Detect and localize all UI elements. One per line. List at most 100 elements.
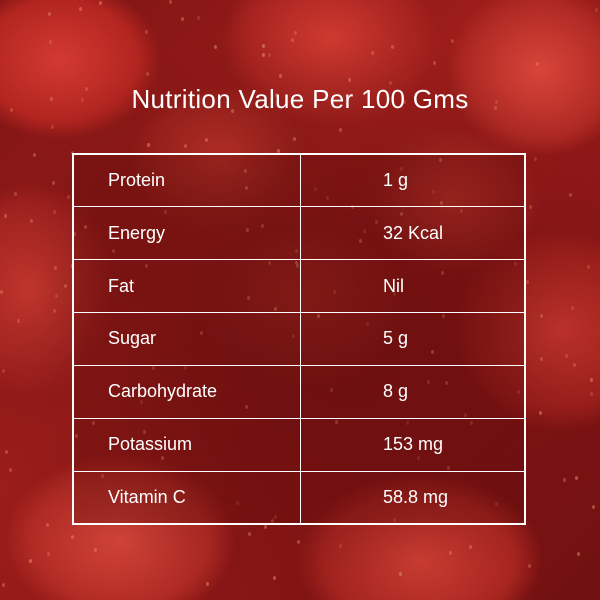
strawberry-seed: [51, 125, 54, 129]
page-title: Nutrition Value Per 100 Gms: [131, 84, 469, 114]
table-row: Vitamin C 58.8 mg: [74, 470, 524, 523]
strawberry-seed: [14, 192, 17, 196]
strawberry-seed: [48, 12, 51, 16]
strawberry-seed: [495, 100, 498, 104]
strawberry-seed: [64, 284, 67, 288]
strawberry-seed: [146, 72, 149, 76]
strawberry-seed: [67, 195, 70, 199]
table-row: Protein 1 g: [74, 155, 524, 208]
strawberry-seed: [145, 30, 148, 34]
strawberry-seed: [293, 137, 296, 141]
strawberry-seed: [4, 214, 7, 218]
strawberry-seed: [297, 540, 300, 544]
strawberry-seed: [214, 45, 217, 49]
strawberry-seed: [571, 306, 574, 310]
nutrient-name: Potassium: [74, 417, 301, 472]
strawberry-seed: [526, 280, 529, 284]
strawberry-seed: [17, 319, 20, 323]
strawberry-seed: [184, 144, 187, 148]
strawberry-seed: [528, 564, 531, 568]
strawberry-seed: [294, 31, 297, 35]
table-row: Sugar 5 g: [74, 312, 524, 366]
strawberry-seed: [54, 266, 57, 270]
strawberry-seed: [0, 290, 3, 294]
strawberry-seed: [248, 532, 251, 536]
strawberry-seed: [348, 78, 351, 82]
strawberry-seed: [534, 157, 537, 161]
strawberry-seed: [389, 81, 392, 85]
strawberry-seed: [451, 39, 454, 43]
strawberry-seed: [279, 74, 282, 78]
strawberry-seed: [81, 98, 84, 102]
strawberry-seed: [55, 294, 58, 298]
strawberry-seed: [50, 97, 53, 101]
nutrient-name: Energy: [74, 206, 301, 261]
table-row: Potassium 153 mg: [74, 417, 524, 472]
strawberry-seed: [94, 548, 97, 552]
strawberry-seed: [205, 138, 208, 142]
strawberry-seed: [569, 193, 572, 197]
nutrition-table: Protein 1 g Energy 32 Kcal Fat Nil Sugar…: [74, 155, 524, 523]
strawberry-seed: [469, 545, 472, 549]
strawberry-seed: [268, 53, 271, 57]
strawberry-seed: [587, 265, 590, 269]
strawberry-seed: [573, 363, 576, 367]
strawberry-seed: [590, 392, 593, 396]
strawberry-seed: [264, 525, 267, 529]
strawberry-seed: [592, 505, 595, 509]
strawberry-seed: [403, 100, 406, 104]
strawberry-seed: [49, 40, 52, 44]
nutrient-name: Vitamin C: [74, 470, 301, 523]
table-row: Fat Nil: [74, 259, 524, 314]
strawberry-seed: [339, 128, 342, 132]
table-row: Carbohydrate 8 g: [74, 364, 524, 419]
strawberry-seed: [47, 552, 50, 556]
strawberry-seed: [399, 572, 402, 576]
strawberry-seed: [540, 357, 543, 361]
strawberry-seed: [2, 583, 5, 587]
strawberry-seed: [563, 478, 566, 482]
strawberry-seed: [52, 181, 55, 185]
strawberry-seed: [85, 87, 88, 91]
strawberry-seed: [5, 450, 8, 454]
strawberry-seed: [539, 411, 542, 415]
strawberry-seed: [536, 62, 539, 66]
nutrient-value: 5 g: [300, 312, 524, 366]
strawberry-seed: [339, 544, 342, 548]
nutrient-value: 153 mg: [300, 417, 524, 472]
strawberry-seed: [147, 143, 150, 147]
strawberry-seed: [2, 369, 5, 373]
strawberry-seed: [595, 8, 598, 12]
strawberry-seed: [181, 17, 184, 21]
strawberry-seed: [30, 219, 33, 223]
strawberry-seed: [79, 7, 82, 11]
strawberry-seed: [206, 582, 209, 586]
strawberry-seed: [29, 559, 32, 563]
strawberry-seed: [273, 576, 276, 580]
nutrient-value: 32 Kcal: [300, 206, 524, 261]
strawberry-seed: [529, 205, 532, 209]
nutrient-name: Carbohydrate: [74, 364, 301, 419]
strawberry-seed: [9, 468, 12, 472]
strawberry-seed: [46, 523, 49, 527]
strawberry-seed: [197, 16, 200, 20]
nutrient-name: Fat: [74, 259, 301, 314]
strawberry-seed: [565, 354, 568, 358]
nutrition-table-container: Protein 1 g Energy 32 Kcal Fat Nil Sugar…: [72, 153, 526, 525]
strawberry-seed: [53, 210, 56, 214]
strawberry-seed: [262, 53, 265, 57]
strawberry-seed: [577, 552, 580, 556]
strawberry-seed: [449, 551, 452, 555]
strawberry-seed: [590, 378, 593, 382]
nutrient-value: 1 g: [300, 155, 524, 208]
nutrient-name: Protein: [74, 155, 301, 208]
strawberry-seed: [262, 44, 265, 48]
strawberry-seed: [277, 149, 280, 153]
strawberry-seed: [275, 93, 278, 97]
strawberry-seed: [99, 1, 102, 5]
strawberry-seed: [433, 61, 436, 65]
nutrient-name: Sugar: [74, 312, 301, 366]
strawberry-seed: [494, 106, 497, 110]
nutrient-value: 58.8 mg: [300, 470, 524, 523]
strawberry-seed: [33, 153, 36, 157]
